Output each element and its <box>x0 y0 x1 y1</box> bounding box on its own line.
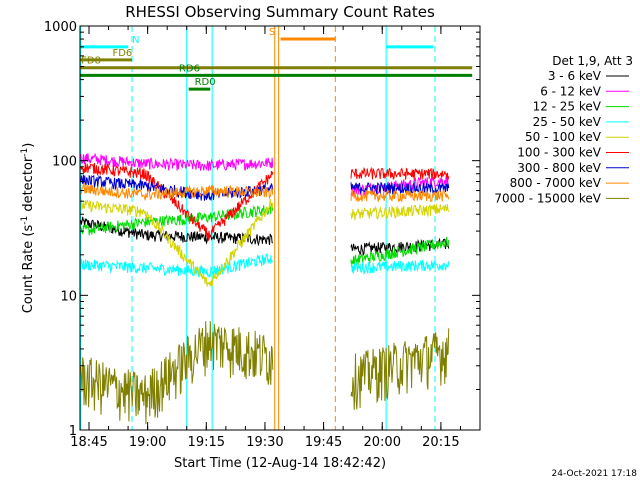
series-5-segment-1 <box>80 162 274 241</box>
legend-label-2: 12 - 25 keV <box>533 100 602 114</box>
x-tick-label: 19:00 <box>129 435 166 450</box>
series-2-segment-1 <box>80 202 274 236</box>
legend-label-6: 300 - 800 keV <box>517 161 601 175</box>
series-2-segment-2 <box>350 236 450 267</box>
y-axis-label: Count Rate (s-1 detector-1) <box>20 143 36 314</box>
x-tick-label: 19:30 <box>246 435 283 450</box>
legend-label-5: 100 - 300 keV <box>517 146 601 160</box>
flag-label-rd0: RD0 <box>195 77 216 88</box>
flag-label-n: N <box>132 35 139 46</box>
series-8-segment-2 <box>350 328 450 410</box>
axis-ticks: 1 10 100 1000 18:45 19:00 19:15 19:30 19:45 20:00… <box>44 20 481 450</box>
legend-label-4: 50 - 100 keV <box>525 130 602 144</box>
series-3-segment-1 <box>80 253 274 279</box>
x-tick-label: 19:45 <box>305 435 342 450</box>
flag-label-s: S <box>269 27 275 38</box>
legend-label-7: 800 - 7000 keV <box>510 176 602 190</box>
footer-date: 24-Oct-2021 17:18 <box>552 469 638 479</box>
legend-label-1: 6 - 12 keV <box>540 84 602 98</box>
x-tick-label: 20:15 <box>422 435 459 450</box>
series-1-segment-1 <box>80 152 274 172</box>
y-tick-label: 10 <box>60 289 77 304</box>
series-4-segment-2 <box>350 203 450 221</box>
flag-label-fd6: FD6 <box>112 48 132 59</box>
series-3-segment-2 <box>350 259 450 276</box>
legend-label-8: 7000 - 15000 keV <box>494 191 601 205</box>
plot-frame <box>79 25 481 431</box>
chart-title: RHESSI Observing Summary Count Rates <box>125 3 435 21</box>
x-tick-label: 18:45 <box>70 435 107 450</box>
y-tick-label: 100 <box>52 155 77 170</box>
flag-label-rd6: RD6 <box>179 63 200 74</box>
x-tick-label: 19:15 <box>188 435 225 450</box>
series-4-segment-1 <box>80 199 274 287</box>
legend-header: Det 1,9, Att 3 <box>552 54 633 68</box>
x-axis-label: Start Time (12-Aug-14 18:42:42) <box>174 456 386 471</box>
x-tick-label: 20:00 <box>364 435 401 450</box>
series-5-segment-2 <box>350 166 450 180</box>
series-6-segment-2 <box>350 180 450 196</box>
y-tick-label: 1000 <box>44 20 77 35</box>
flag-label-fd8: FD8 <box>81 56 101 67</box>
series-7-segment-2 <box>350 188 450 203</box>
series-8-segment-1 <box>80 321 274 425</box>
legend-label-3: 25 - 50 keV <box>533 115 602 129</box>
legend-label-0: 3 - 6 keV <box>548 69 602 83</box>
series-7-segment-1 <box>80 182 274 201</box>
y-tick-label: 1 <box>69 424 77 439</box>
